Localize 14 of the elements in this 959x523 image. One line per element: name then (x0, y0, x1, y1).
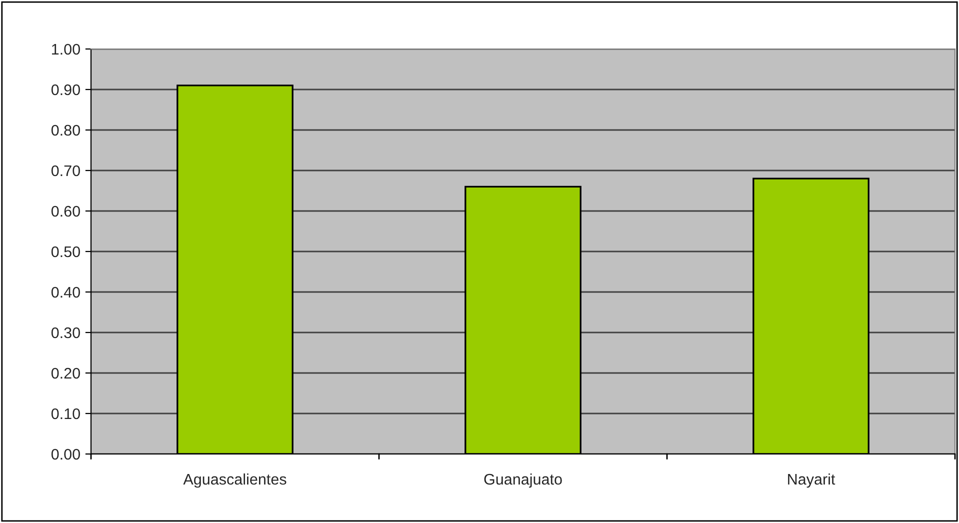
y-tick-label: 0.60 (51, 206, 80, 217)
y-tick-label: 0.10 (51, 408, 80, 420)
y-tick-label: 0.40 (51, 286, 80, 298)
x-tick-label: Aguascalientes (183, 473, 286, 488)
y-tick-label: 0.00 (51, 448, 80, 460)
y-tick-label: 0.70 (51, 165, 80, 176)
y-tick-label: 0.80 (51, 124, 80, 136)
y-tick-label: 1.00 (52, 44, 80, 55)
x-tick-label: Nayarit (788, 473, 836, 488)
y-tick-label: 0.90 (51, 84, 80, 96)
y-tick-label: 0.50 (51, 246, 80, 258)
x-tick-label: Guanajuato (484, 473, 562, 488)
y-tick-label: 0.30 (51, 327, 80, 338)
y-tick-label: 0.20 (51, 368, 80, 379)
